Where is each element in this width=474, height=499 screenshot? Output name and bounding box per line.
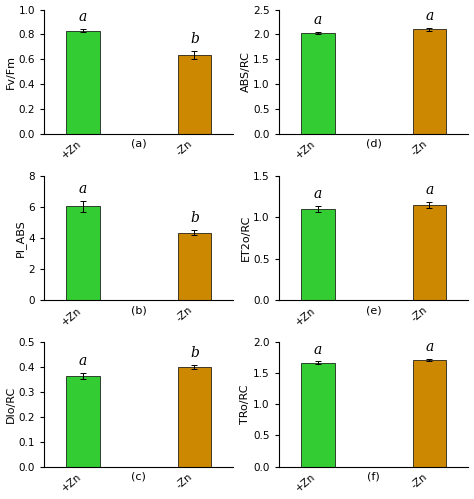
Y-axis label: PI_ABS: PI_ABS (15, 219, 26, 257)
Bar (301, 209, 335, 300)
Y-axis label: Fv/Fm: Fv/Fm (6, 55, 16, 89)
Text: a: a (314, 13, 322, 27)
Text: a: a (79, 354, 87, 368)
Bar (66, 376, 100, 467)
Bar (301, 33, 335, 134)
Y-axis label: ABS/RC: ABS/RC (240, 51, 250, 92)
Bar (413, 205, 446, 300)
Text: a: a (79, 10, 87, 24)
Bar (178, 233, 211, 300)
Y-axis label: TRo/RC: TRo/RC (240, 385, 250, 424)
Text: a: a (314, 342, 322, 356)
Y-axis label: DIo/RC: DIo/RC (6, 386, 16, 423)
Text: b: b (190, 32, 199, 46)
Bar (413, 29, 446, 134)
Bar (413, 360, 446, 467)
Bar (66, 31, 100, 134)
Y-axis label: ET2o/RC: ET2o/RC (240, 215, 250, 261)
Text: a: a (425, 340, 434, 354)
Text: a: a (79, 182, 87, 196)
Text: a: a (314, 187, 322, 201)
Bar (178, 55, 211, 134)
Text: b: b (190, 211, 199, 226)
Bar (66, 206, 100, 300)
Text: a: a (425, 9, 434, 23)
Text: b: b (190, 346, 199, 360)
Bar (178, 367, 211, 467)
Bar (301, 363, 335, 467)
Text: a: a (425, 183, 434, 197)
